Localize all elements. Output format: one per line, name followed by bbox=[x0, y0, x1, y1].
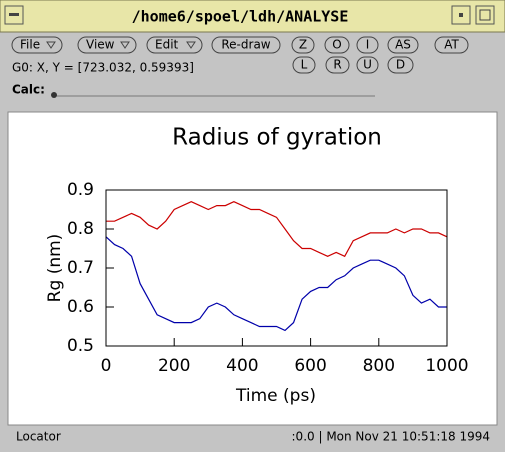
button-shape bbox=[324, 36, 350, 54]
toolbar-button[interactable]: R bbox=[325, 56, 350, 74]
toolbar-button[interactable]: Z bbox=[291, 36, 315, 54]
calc-label: Calc: bbox=[12, 83, 45, 97]
y-tick-label: 0.8 bbox=[67, 219, 94, 239]
button-shape bbox=[356, 56, 379, 74]
button-shape bbox=[77, 36, 137, 54]
button-label: AT bbox=[444, 38, 459, 52]
coordinate-readout: G0: X, Y = [723.032, 0.59393] bbox=[12, 61, 194, 75]
maximize-button[interactable] bbox=[475, 5, 495, 25]
title-bar bbox=[0, 0, 505, 33]
plot-canvas bbox=[7, 111, 498, 426]
button-shape bbox=[11, 36, 63, 54]
x-tick-label: 800 bbox=[363, 356, 395, 376]
chart-title: Radius of gyration bbox=[172, 125, 382, 151]
toolbar-button[interactable]: U bbox=[356, 56, 379, 74]
button-label: File bbox=[20, 38, 40, 52]
status-bar bbox=[8, 427, 497, 447]
button-shape bbox=[434, 36, 469, 54]
button-shape bbox=[356, 36, 379, 54]
toolbar-button[interactable]: I bbox=[356, 36, 379, 54]
x-tick-label: 0 bbox=[101, 356, 112, 376]
button-label: Re-draw bbox=[221, 38, 270, 52]
y-tick-label: 0.7 bbox=[67, 258, 94, 278]
toolbar: File View Edit Re-draw Z O I AS AT L R U D bbox=[11, 36, 469, 74]
y-tick-label: 0.5 bbox=[67, 336, 94, 356]
toolbar-button[interactable]: Edit bbox=[146, 36, 203, 54]
dropdown-arrow bbox=[186, 41, 196, 49]
dropdown-arrow bbox=[120, 41, 130, 49]
x-tick-label: 200 bbox=[158, 356, 190, 376]
dropdown-arrow bbox=[46, 41, 56, 49]
toolbar-button[interactable]: View bbox=[77, 36, 137, 54]
x-axis-label: Time (ps) bbox=[235, 386, 316, 406]
menu-icon bbox=[9, 13, 19, 16]
button-label: I bbox=[366, 38, 370, 52]
toolbar-button[interactable]: AT bbox=[434, 36, 469, 54]
toolbar-button[interactable]: D bbox=[387, 56, 414, 74]
button-label: L bbox=[301, 58, 308, 72]
button-label: Edit bbox=[155, 38, 179, 52]
button-label: View bbox=[86, 38, 115, 52]
x-tick-label: 600 bbox=[294, 356, 326, 376]
chart: Radius of gyration Time (ps) Rg (nm) 0 200 40… bbox=[45, 125, 469, 407]
button-shape bbox=[146, 36, 203, 54]
button-label: O bbox=[332, 38, 341, 52]
toolbar-button[interactable]: Re-draw bbox=[211, 36, 281, 54]
button-label: U bbox=[363, 58, 372, 72]
toolbar-button[interactable]: L bbox=[292, 56, 316, 74]
y-tick-label: 0.9 bbox=[67, 180, 94, 200]
calc-slider-thumb[interactable] bbox=[51, 92, 57, 98]
button-shape bbox=[211, 36, 281, 54]
x-tick-label: 1000 bbox=[425, 356, 468, 376]
button-shape bbox=[291, 36, 315, 54]
y-tick-label: 0.6 bbox=[67, 297, 94, 317]
toolbar-button[interactable]: O bbox=[324, 36, 350, 54]
window-title: /home6/spoel/ldh/ANALYSE bbox=[132, 8, 349, 26]
button-shape bbox=[387, 56, 414, 74]
button-label: Z bbox=[299, 38, 307, 52]
status-right: :0.0 | Mon Nov 21 10:51:18 1994 bbox=[292, 430, 490, 444]
toolbar-button[interactable]: AS bbox=[387, 36, 419, 54]
button-label: R bbox=[333, 58, 341, 72]
button-shape bbox=[387, 36, 419, 54]
x-tick-label: 400 bbox=[226, 356, 258, 376]
y-axis-label: Rg (nm) bbox=[45, 234, 65, 303]
plot-frame bbox=[105, 189, 448, 347]
data-line bbox=[106, 201, 448, 258]
toolbar-button[interactable]: File bbox=[11, 36, 63, 54]
maximize-icon bbox=[479, 9, 491, 21]
button-label: AS bbox=[395, 38, 411, 52]
data-line bbox=[105, 236, 447, 332]
button-label: D bbox=[396, 58, 405, 72]
button-shape bbox=[325, 56, 350, 74]
minimize-icon bbox=[459, 13, 463, 17]
button-shape bbox=[292, 56, 316, 74]
status-left: Locator bbox=[16, 430, 61, 444]
